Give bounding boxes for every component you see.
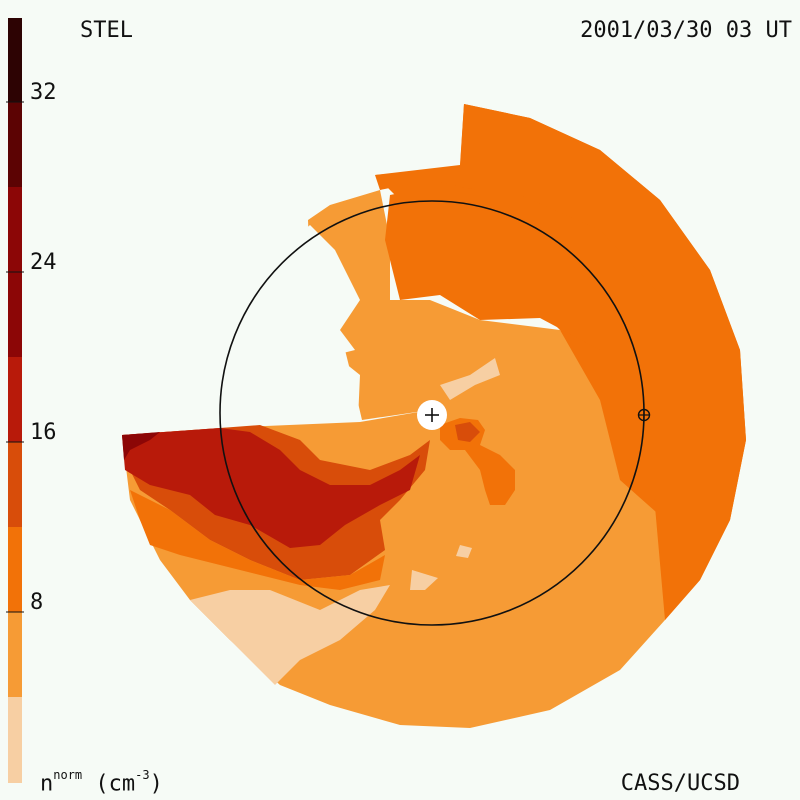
- timestamp-label: 2001/03/30 03 UT: [580, 18, 792, 43]
- colorbar-tick-24: 24: [30, 250, 57, 275]
- units-close: ): [149, 771, 163, 797]
- units-label: nnorm (cm-3): [40, 768, 163, 797]
- source-label: STEL: [80, 18, 133, 43]
- units-exponent: -3: [135, 768, 150, 782]
- colorbar-tick-16: 16: [30, 420, 57, 445]
- units-suffix: (cm: [82, 771, 136, 797]
- credit-label: CASS/UCSD: [620, 771, 740, 796]
- density-contours: [122, 104, 746, 728]
- units-superscript: norm: [53, 768, 83, 782]
- colorbar: [6, 18, 24, 783]
- colorbar-tick-32: 32: [30, 80, 57, 105]
- colorbar-tick-8: 8: [30, 590, 44, 615]
- earth-icon: [637, 408, 651, 422]
- sun-icon: [417, 400, 447, 430]
- units-prefix: n: [40, 771, 54, 797]
